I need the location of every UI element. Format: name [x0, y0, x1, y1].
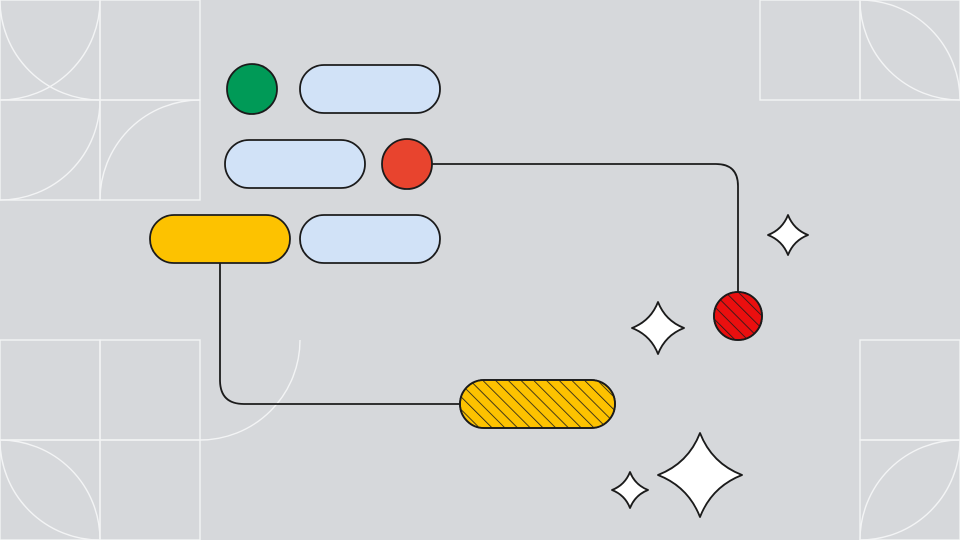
pill-0 — [300, 65, 440, 113]
diagram-canvas — [0, 0, 960, 540]
background — [0, 0, 960, 540]
circle-2 — [714, 292, 762, 340]
pill-3 — [150, 215, 290, 263]
pill-4 — [460, 380, 615, 428]
pill-1 — [225, 140, 365, 188]
circle-1 — [382, 139, 432, 189]
circle-0 — [227, 64, 277, 114]
pill-2 — [300, 215, 440, 263]
